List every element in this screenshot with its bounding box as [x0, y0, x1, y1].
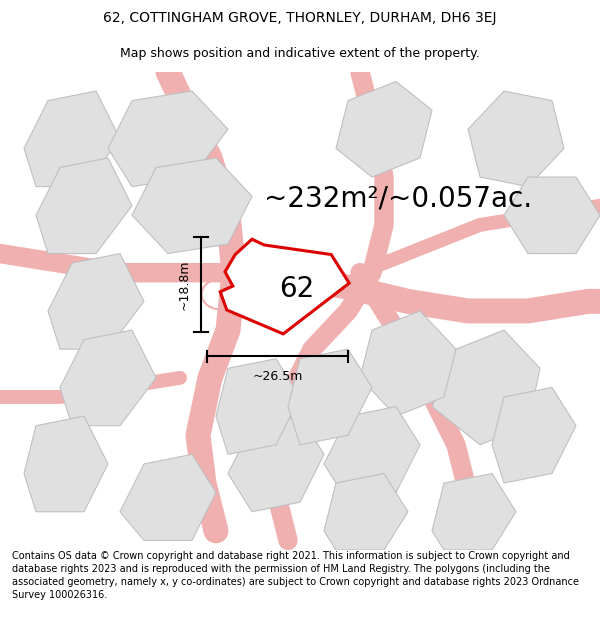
Polygon shape: [492, 388, 576, 483]
Polygon shape: [432, 330, 540, 445]
Polygon shape: [220, 239, 349, 334]
Text: ~18.8m: ~18.8m: [177, 259, 190, 310]
Polygon shape: [324, 474, 408, 550]
Polygon shape: [60, 330, 156, 426]
Polygon shape: [228, 416, 324, 512]
Polygon shape: [132, 158, 252, 254]
Text: Map shows position and indicative extent of the property.: Map shows position and indicative extent…: [120, 48, 480, 61]
Polygon shape: [108, 91, 228, 187]
Text: 62, COTTINGHAM GROVE, THORNLEY, DURHAM, DH6 3EJ: 62, COTTINGHAM GROVE, THORNLEY, DURHAM, …: [103, 11, 497, 25]
Text: ~232m²/~0.057ac.: ~232m²/~0.057ac.: [264, 184, 532, 213]
Polygon shape: [120, 454, 216, 541]
Polygon shape: [216, 359, 300, 454]
Text: Contains OS data © Crown copyright and database right 2021. This information is : Contains OS data © Crown copyright and d…: [12, 551, 579, 600]
Polygon shape: [360, 311, 456, 416]
Text: ~26.5m: ~26.5m: [253, 370, 302, 382]
Text: 62: 62: [280, 276, 314, 303]
Polygon shape: [432, 474, 516, 550]
Polygon shape: [36, 158, 132, 254]
Polygon shape: [468, 91, 564, 187]
Polygon shape: [504, 177, 600, 254]
Polygon shape: [288, 349, 372, 445]
Polygon shape: [324, 406, 420, 502]
Polygon shape: [24, 416, 108, 512]
Polygon shape: [336, 81, 432, 177]
Polygon shape: [48, 254, 144, 349]
Polygon shape: [24, 91, 120, 187]
